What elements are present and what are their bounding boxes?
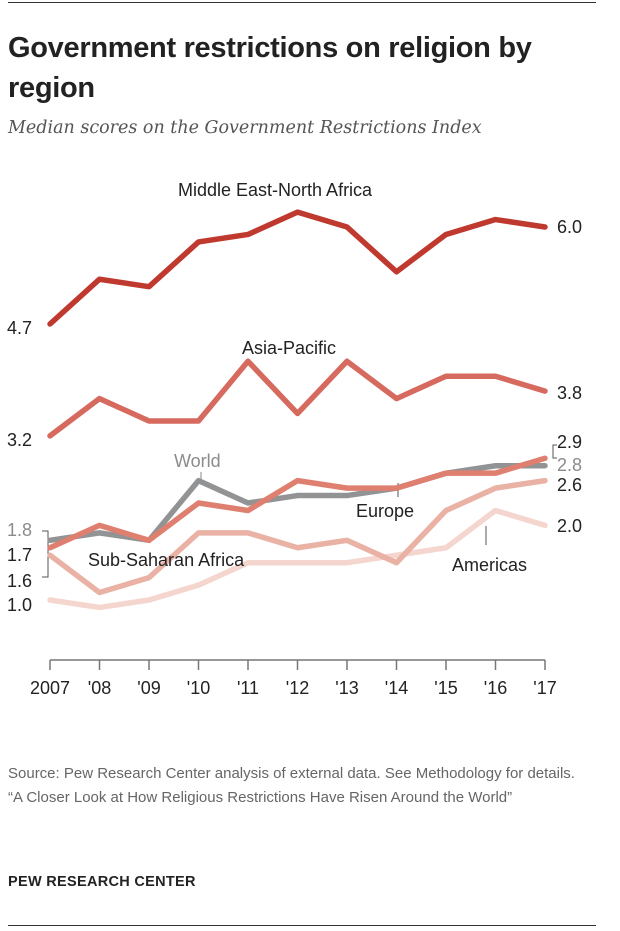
start-label-world: 1.8: [7, 520, 33, 540]
x-tick-label: '16: [483, 678, 508, 698]
source-text: Source: Pew Research Center analysis of …: [8, 765, 575, 782]
series-line-sub-saharan-africa: [47, 477, 548, 596]
x-tick-label: '14: [384, 678, 409, 698]
series-line-americas: [47, 507, 548, 611]
end-label-sub-saharan-africa: 2.6: [557, 475, 583, 495]
x-tick-label: '12: [285, 678, 310, 698]
x-tick-label: '09: [137, 678, 161, 698]
chart-subtitle: Median scores on the Government Restrict…: [8, 118, 482, 138]
end-label-mena: 6.0: [557, 217, 583, 237]
series-label-world: World: [174, 451, 221, 471]
end-label-world: 2.8: [557, 455, 583, 475]
end-label-europe: 2.9: [557, 432, 583, 452]
series-line-europe: [47, 455, 548, 551]
start-label-europe: 1.7: [7, 545, 33, 565]
end-label-americas: 2.0: [557, 516, 583, 536]
x-tick-label: '08: [87, 678, 112, 698]
x-tick-label: '15: [434, 678, 458, 698]
end-label-asia-pacific: 3.8: [557, 383, 583, 403]
x-tick-label: '11: [236, 678, 260, 698]
x-tick-label: '10: [186, 678, 211, 698]
series-line-asia-pacific: [47, 358, 548, 439]
series-label-americas: Americas: [452, 555, 528, 575]
end-bracket: [552, 444, 557, 459]
start-label-mena: 4.7: [7, 318, 33, 338]
bottom-rule: [8, 925, 596, 926]
brand-logo-text: PEW RESEARCH CENTER: [8, 874, 196, 890]
series-label-asia-pacific: Asia-Pacific: [242, 338, 337, 358]
top-rule: [8, 2, 596, 3]
series-label-mena: Middle East-North Africa: [178, 180, 373, 200]
start-label-sub-saharan-africa: 1.6: [7, 571, 33, 591]
x-tick-label: 2007: [29, 678, 71, 698]
series-label-europe: Europe: [356, 501, 415, 521]
x-tick-label: '17: [533, 678, 557, 698]
source-note: Source: Pew Research Center analysis of …: [8, 762, 608, 810]
start-label-americas: 1.0: [7, 595, 33, 615]
series-line-middle-east-north-africa: [47, 209, 548, 327]
start-bracket: [42, 530, 49, 578]
chart-title: Government restrictions on religion by r…: [8, 32, 532, 104]
series-label-sub-saharan-africa: Sub-Saharan Africa: [88, 550, 245, 570]
start-label-asia-pacific: 3.2: [7, 430, 33, 450]
report-title: “A Closer Look at How Religious Restrict…: [8, 789, 513, 806]
x-tick-label: '13: [335, 678, 359, 698]
